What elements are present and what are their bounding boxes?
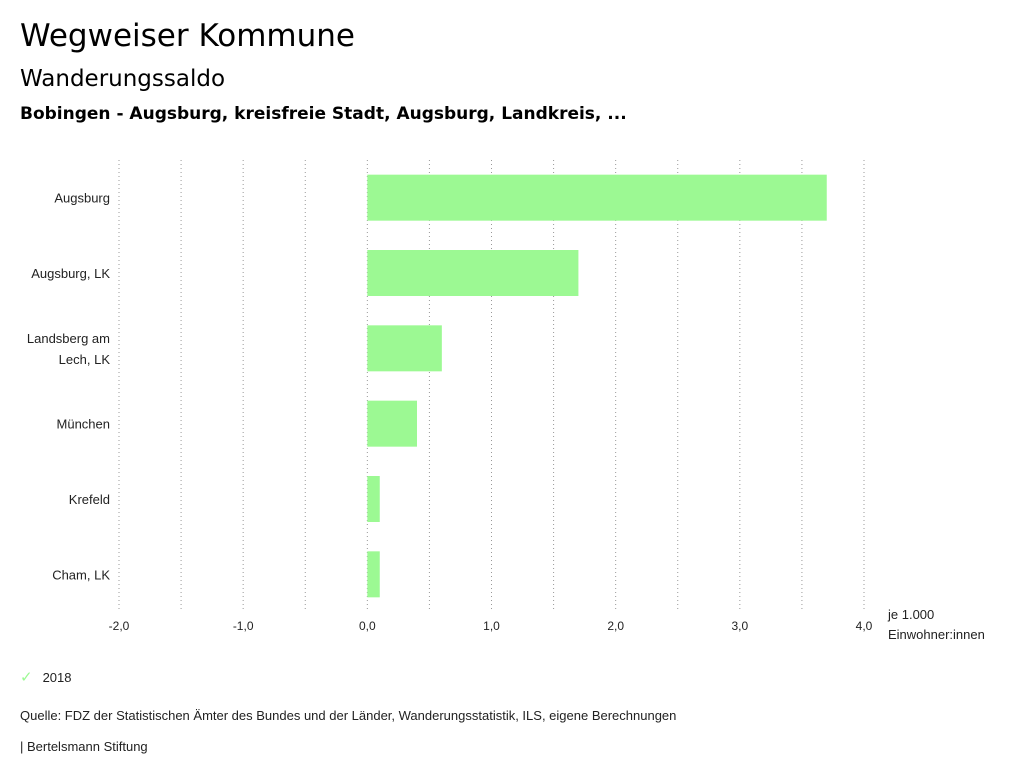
region-selection: Bobingen - Augsburg, kreisfreie Stadt, A…	[20, 104, 627, 124]
x-tick-label: -1,0	[233, 619, 254, 633]
axis-unit-line-1: je 1.000	[888, 607, 935, 622]
legend-label: 2018	[42, 669, 72, 685]
axis-unit-line-2: Einwohner:innen	[888, 627, 985, 642]
bar	[367, 174, 827, 221]
y-category-label: Landsberg am	[27, 331, 110, 346]
x-tick-label: 0,0	[359, 619, 376, 633]
page-title: Wegweiser Kommune	[20, 18, 355, 54]
y-category-label: Augsburg	[54, 191, 110, 206]
bar	[367, 325, 442, 372]
bar	[367, 250, 579, 296]
source-note: Quelle: FDZ der Statistischen Ämter des …	[20, 708, 677, 723]
x-tick-label: 3,0	[731, 619, 748, 633]
axis-unit-label: je 1.000 Einwohner:innen	[888, 605, 985, 645]
legend[interactable]: ✓ 2018	[20, 668, 72, 686]
y-category-label: Cham, LK	[52, 567, 110, 582]
y-category-label: Augsburg, LK	[31, 266, 110, 281]
y-category-label: Lech, LK	[59, 352, 111, 367]
bar-chart: -2,0 -1,0 0,0 1,0 2,0 3,0 4,0 Augsburg Augsburg,…	[27, 160, 873, 633]
y-category-label: Krefeld	[69, 492, 110, 507]
bar	[367, 476, 380, 522]
bar	[367, 551, 380, 598]
x-tick-label: 2,0	[607, 619, 624, 633]
x-tick-label: 1,0	[483, 619, 500, 633]
x-tick-label: -2,0	[109, 619, 130, 633]
bar	[367, 400, 417, 447]
chart-subtitle: Wanderungssaldo	[20, 66, 226, 92]
brand-credit: | Bertelsmann Stiftung	[20, 739, 148, 754]
y-category-label: München	[57, 417, 110, 432]
x-tick-label: 4,0	[856, 619, 873, 633]
check-icon[interactable]: ✓	[20, 669, 33, 686]
